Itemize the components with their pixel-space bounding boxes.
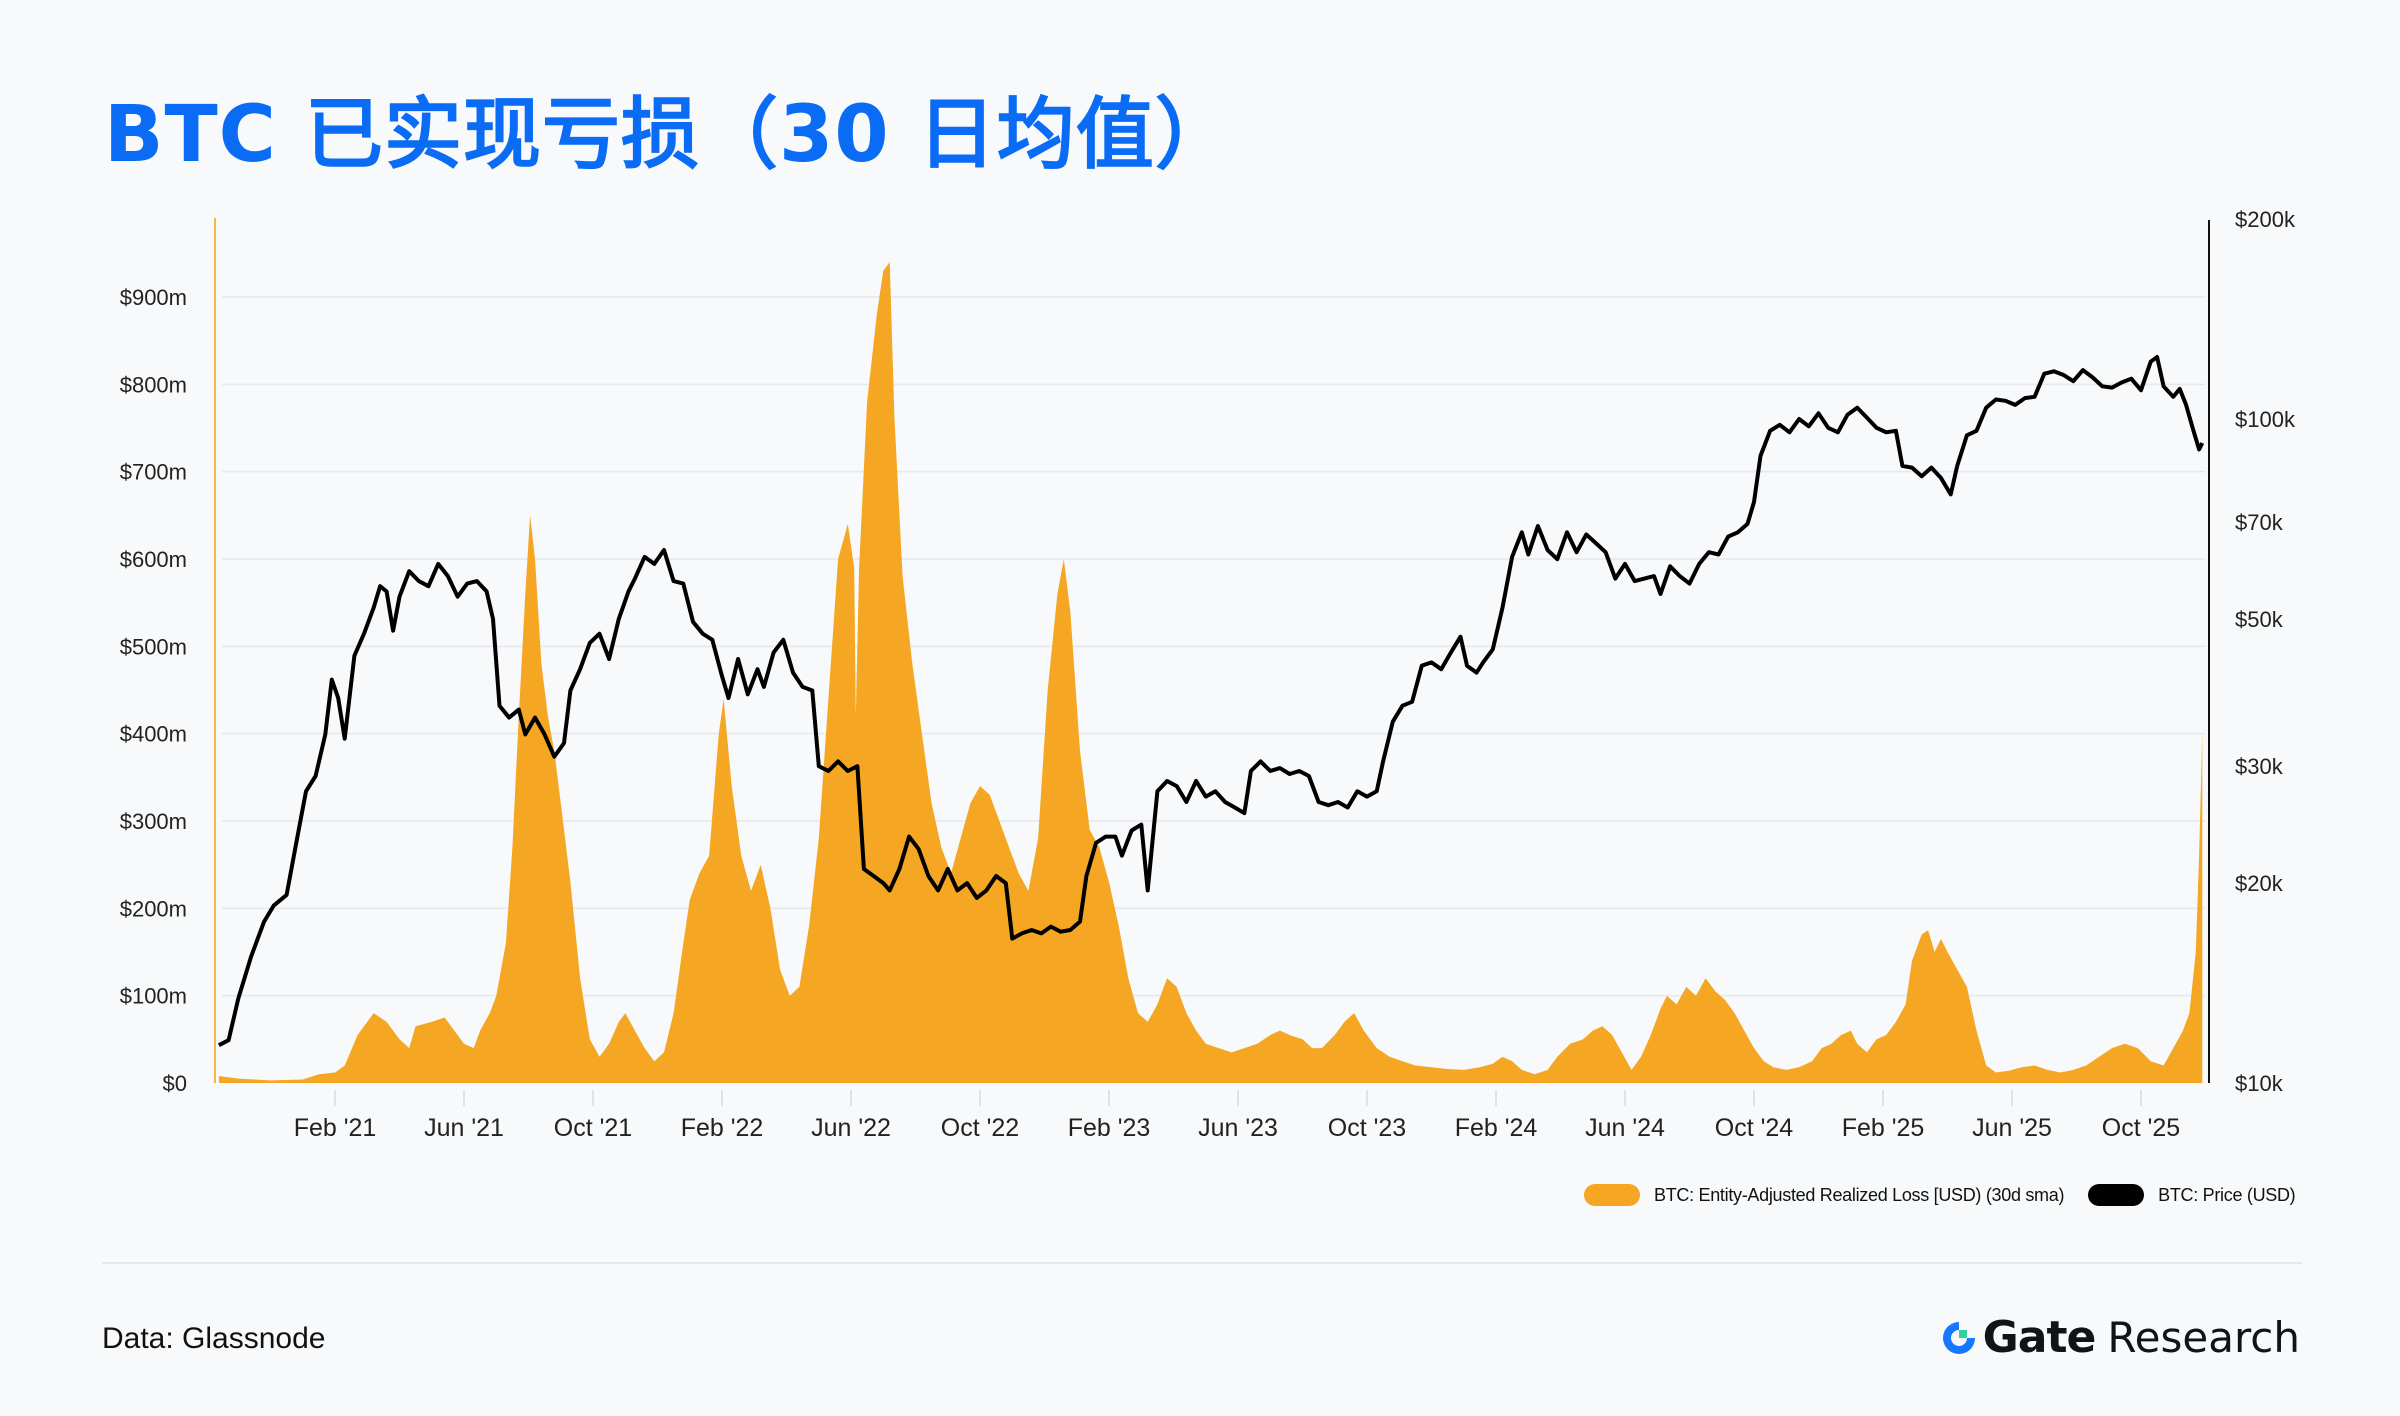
x-axis-tick-label: Feb '21 — [294, 1114, 377, 1142]
right-axis-tick-label: $200k — [2235, 207, 2296, 232]
x-axis-tick-label: Feb '24 — [1455, 1114, 1538, 1142]
right-axis-labels: $10k $20k $30k $50k $70k $100k $200k — [2235, 207, 2296, 1096]
left-axis-tick-label: $800m — [120, 372, 187, 397]
right-axis-tick-label: $50k — [2235, 607, 2284, 632]
brand-logo: Gate Research — [1939, 1312, 2300, 1363]
x-axis-tick-label: Jun '22 — [811, 1114, 891, 1142]
x-axis-tick-label: Oct '24 — [1715, 1114, 1794, 1142]
footer-divider — [102, 1262, 2302, 1264]
price-swatch-icon — [2088, 1184, 2145, 1206]
x-axis-tick-label: Oct '21 — [554, 1114, 632, 1142]
data-source: Data: Glassnode — [102, 1322, 326, 1355]
loss-swatch-icon — [1584, 1184, 1640, 1206]
left-axis-tick-label: $200m — [120, 896, 187, 921]
gate-logo-icon — [1942, 1321, 1975, 1354]
right-axis-tick-label: $100k — [2235, 407, 2296, 432]
chart-legend: BTC: Entity-Adjusted Realized Loss [USD)… — [1584, 1184, 2319, 1206]
left-axis-tick-label: $900m — [120, 285, 187, 310]
left-axis-tick-label: $600m — [120, 547, 187, 572]
legend-label-loss: BTC: Entity-Adjusted Realized Loss [USD)… — [1654, 1184, 2065, 1205]
right-axis-tick-label: $30k — [2235, 754, 2284, 779]
realized-loss-chart: $0 $100m $200m $300m $400m $500m $600m $700m $80… — [120, 207, 2296, 1142]
legend-label-price: BTC: Price (USD) — [2158, 1184, 2296, 1205]
left-axis-labels: $0 $100m $200m $300m $400m $500m $600m $700m $80… — [120, 285, 187, 1096]
left-axis-tick-label: $300m — [120, 809, 187, 834]
left-axis-tick-label: $700m — [120, 460, 187, 485]
right-axis-tick-label: $70k — [2235, 510, 2284, 535]
x-axis-tick-label: Jun '25 — [1972, 1114, 2052, 1142]
left-axis-tick-label: $0 — [163, 1071, 187, 1096]
right-axis-tick-label: $20k — [2235, 871, 2284, 896]
x-axis-tick-label: Oct '25 — [2102, 1114, 2180, 1142]
loss-area-series — [218, 262, 2203, 1084]
x-axis-tick-label: Jun '21 — [424, 1114, 504, 1142]
x-axis-tick-label: Jun '24 — [1585, 1114, 1665, 1142]
brand-name: Gate — [1982, 1312, 2097, 1363]
left-axis-tick-label: $100m — [120, 984, 187, 1009]
x-axis-tick-label: Oct '22 — [941, 1114, 1019, 1142]
x-axis-tick-label: Feb '25 — [1842, 1114, 1925, 1142]
x-axis-tick-label: Feb '22 — [681, 1114, 764, 1142]
page-title: BTC 已实现亏损（30 日均值） — [104, 90, 1234, 180]
x-axis-tick-label: Jun '23 — [1198, 1114, 1278, 1142]
x-axis-tick-label: Feb '23 — [1068, 1114, 1151, 1142]
left-axis-tick-label: $500m — [120, 634, 187, 659]
legend-item-loss[interactable]: BTC: Entity-Adjusted Realized Loss [USD)… — [1584, 1184, 2064, 1206]
legend-item-price[interactable]: BTC: Price (USD) — [2088, 1184, 2296, 1206]
right-axis-tick-label: $10k — [2235, 1071, 2284, 1096]
left-axis-tick-label: $400m — [120, 722, 187, 747]
brand-suffix: Research — [2107, 1313, 2300, 1362]
price-line-series — [217, 355, 2205, 1047]
x-axis-labels: Feb '21 Jun '21 Oct '21 Feb '22 Jun '22 Oct '… — [294, 1114, 2181, 1142]
x-axis-tick-label: Oct '23 — [1328, 1114, 1406, 1142]
x-tick-marks — [334, 1090, 2142, 1106]
